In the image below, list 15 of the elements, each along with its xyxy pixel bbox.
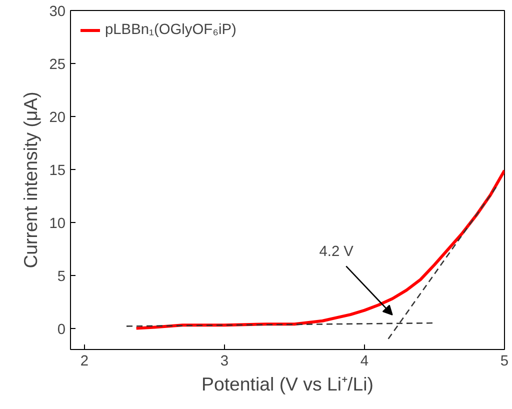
x-tick-label: 5: [500, 354, 509, 370]
annotation: 4.2 V: [319, 244, 354, 260]
x-tick-label: 2: [80, 354, 89, 370]
y-tick-label: 0: [57, 322, 66, 338]
y-tick-label: 5: [57, 268, 66, 285]
y-tick-label: 20: [49, 110, 66, 126]
x-axis-title: Potential (V vs Li⁺/Li): [202, 374, 374, 394]
y-tick-label: 25: [49, 56, 66, 73]
y-tick-label: 15: [49, 162, 66, 179]
legend-label: pLBBn₁(OGlyOF₆iP): [105, 22, 236, 38]
y-axis-title: Current intensity (μA): [20, 92, 42, 268]
x-tick-label: 4: [360, 354, 369, 370]
x-tick-label: 3: [220, 354, 229, 370]
y-tick-label: 10: [49, 216, 66, 232]
y-tick-label: 30: [49, 4, 66, 20]
